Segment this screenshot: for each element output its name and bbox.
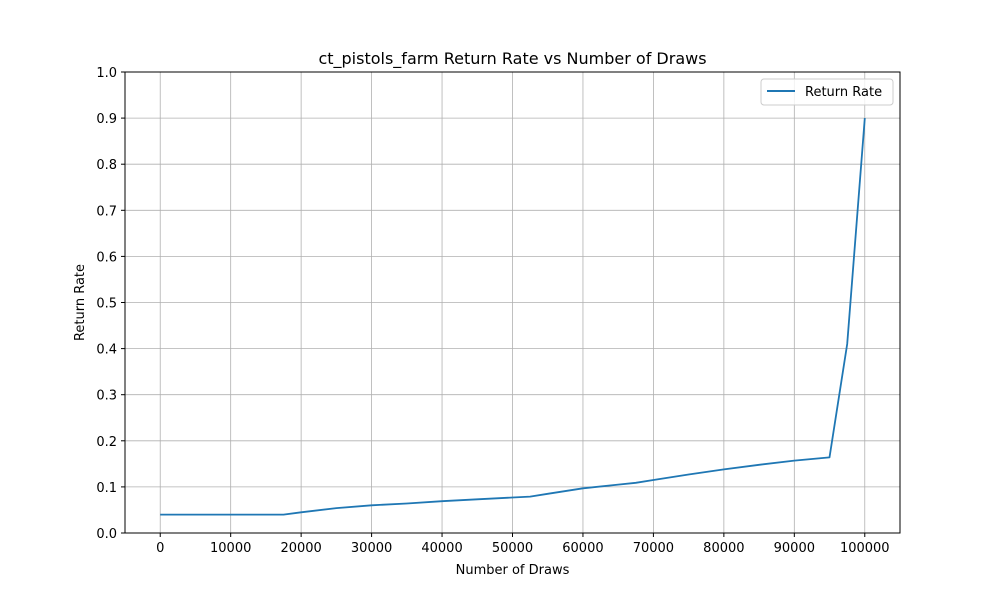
y-tick-label: 0.3 — [96, 389, 117, 404]
x-tick-label: 30000 — [351, 541, 392, 556]
x-tick-label: 50000 — [492, 541, 533, 556]
series-layer — [160, 118, 866, 516]
x-axis-label: Number of Draws — [456, 563, 570, 578]
x-tick-label: 20000 — [280, 541, 321, 556]
y-tick-label: 0.7 — [96, 204, 117, 219]
y-tick-label: 0.0 — [96, 527, 117, 542]
y-tick-label: 1.0 — [96, 66, 117, 81]
legend-box — [760, 78, 894, 106]
x-tick-label: 100000 — [840, 541, 890, 556]
x-tick-label: 90000 — [774, 541, 815, 556]
y-tick-label: 0.6 — [96, 250, 117, 265]
ticks-layer: 0 10000 20000 30000 40000 50000 60000 70000 8000… — [96, 66, 889, 556]
x-tick-label: 0 — [156, 541, 164, 556]
x-tick-label: 10000 — [210, 541, 251, 556]
x-tick-label: 60000 — [562, 541, 603, 556]
y-tick-label: 0.9 — [96, 112, 117, 127]
y-tick-label: 0.5 — [96, 297, 117, 312]
series-line-return-rate — [160, 118, 866, 516]
x-tick-label: 70000 — [633, 541, 674, 556]
x-tick-label: 80000 — [703, 541, 744, 556]
legend-label: Return Rate — [805, 85, 882, 100]
x-tick-label: 40000 — [421, 541, 462, 556]
y-tick-label: 0.1 — [96, 481, 117, 496]
chart-title: ct_pistols_farm Return Rate vs Number of… — [318, 49, 706, 69]
y-tick-label: 0.8 — [96, 158, 117, 173]
y-tick-label: 0.4 — [96, 343, 117, 358]
y-axis-label: Return Rate — [73, 264, 88, 341]
y-tick-label: 0.2 — [96, 435, 117, 450]
legend: Return Rate — [760, 78, 894, 106]
